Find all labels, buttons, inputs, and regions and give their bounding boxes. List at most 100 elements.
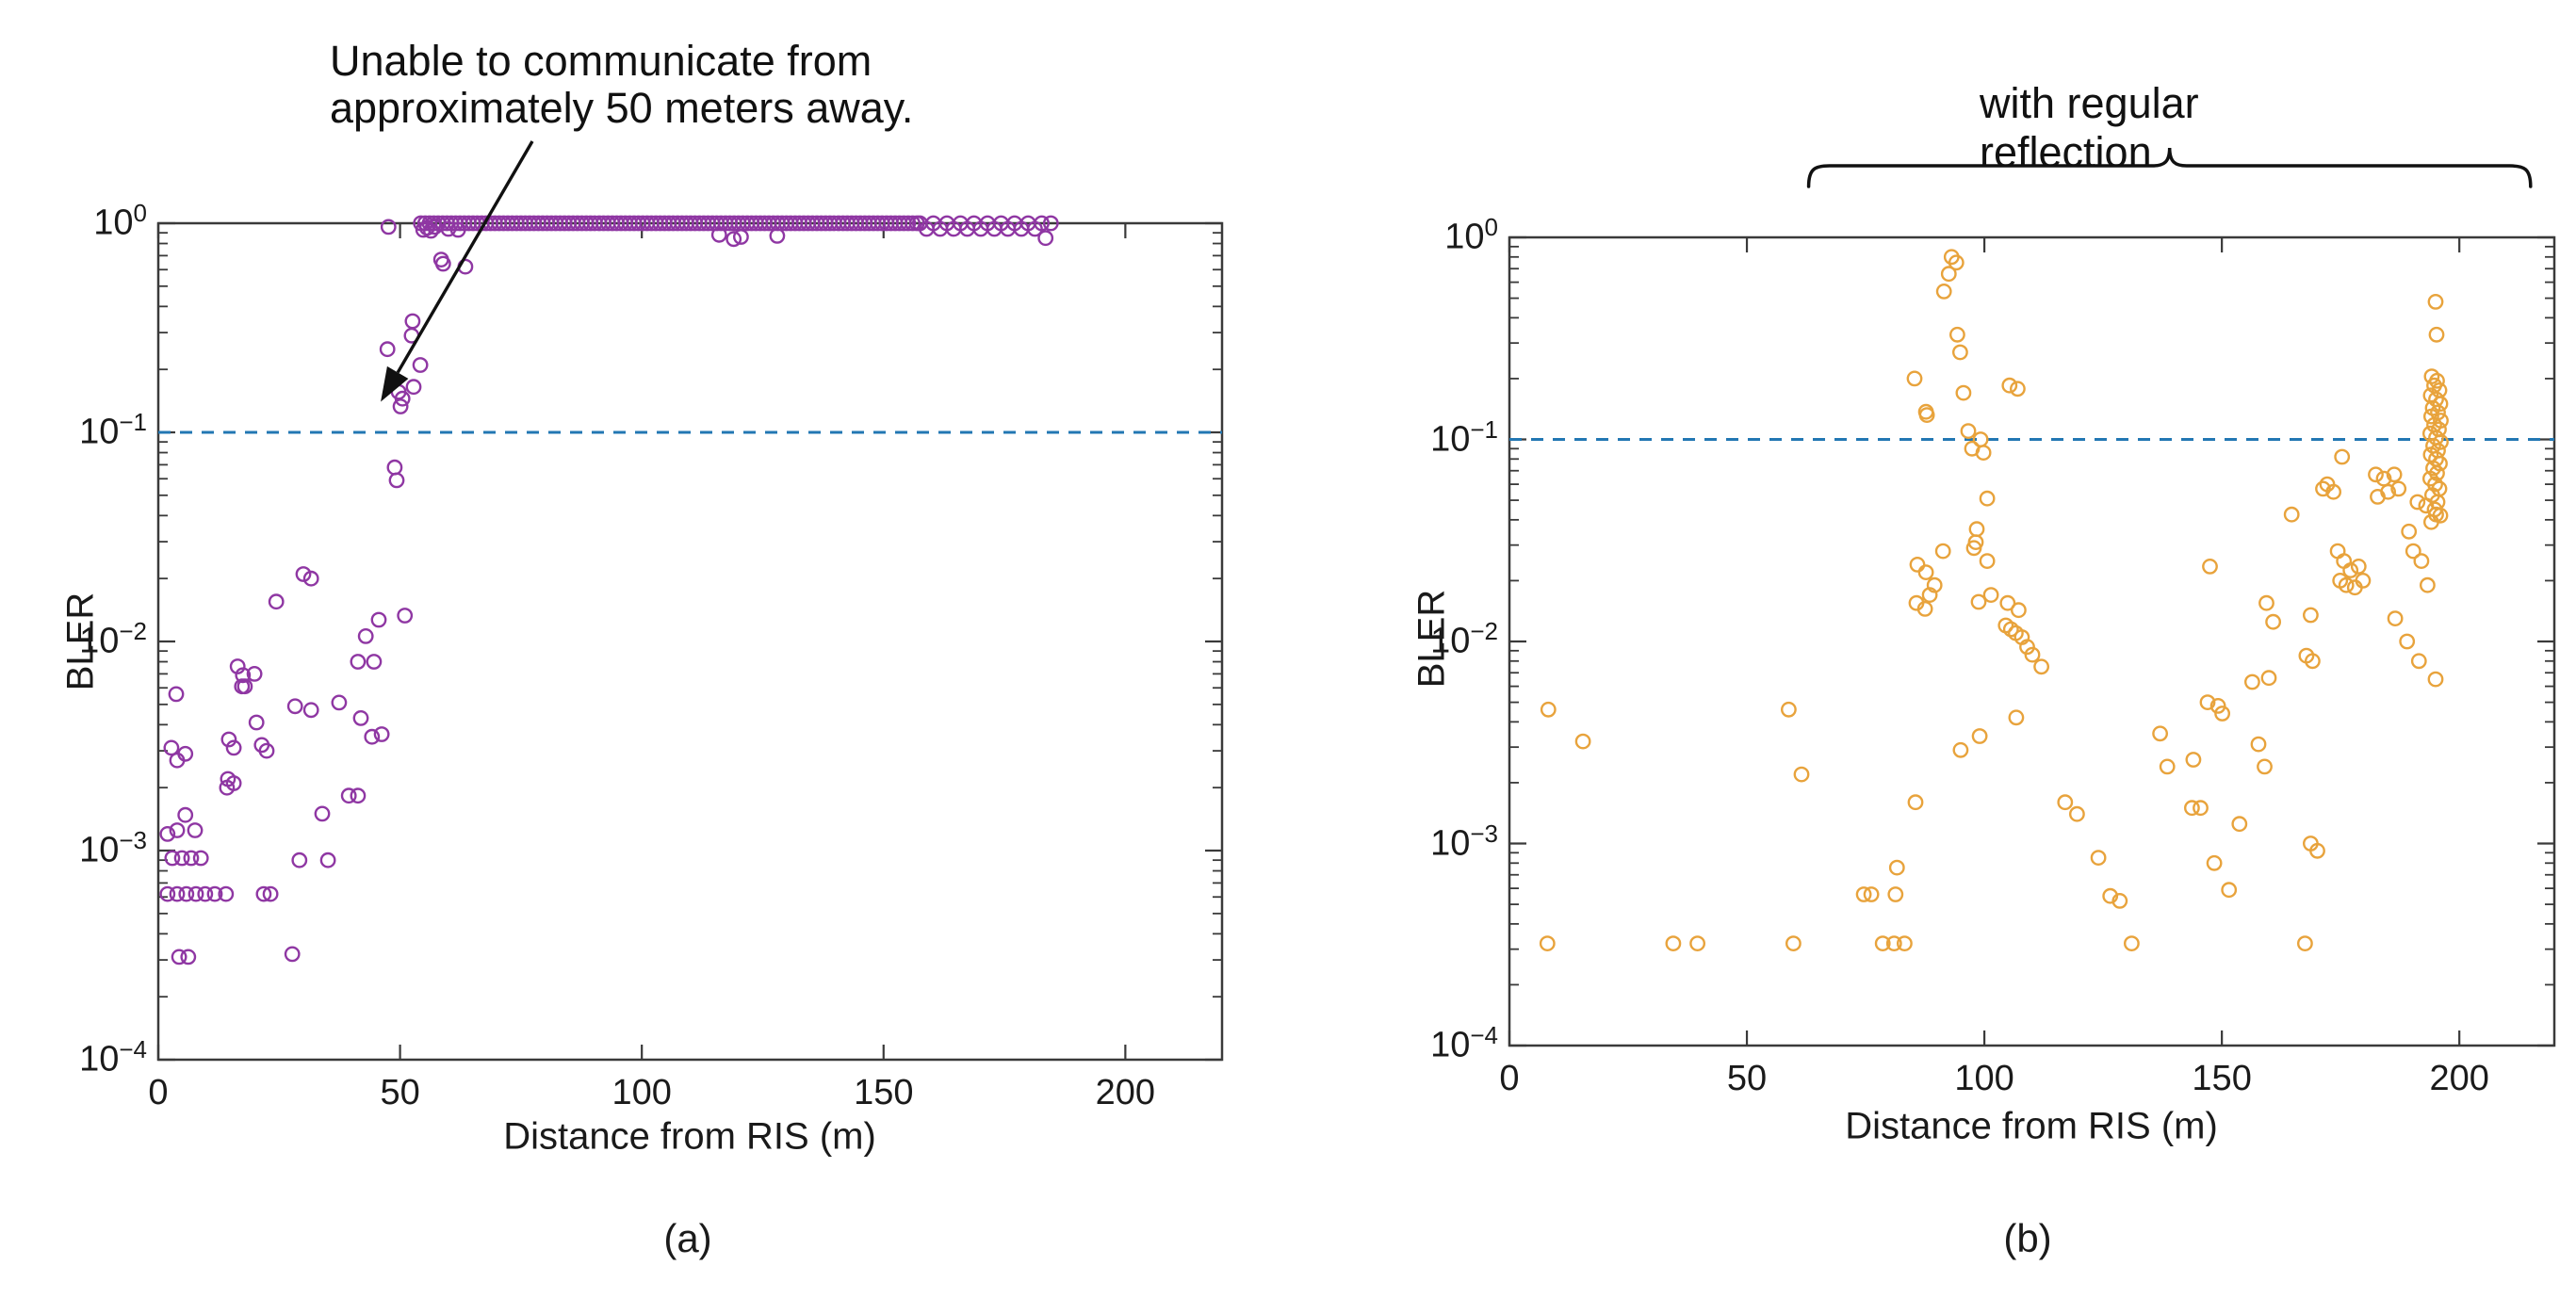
data-point (2199, 694, 2216, 710)
data-point (2257, 758, 2273, 775)
data-point (295, 566, 312, 582)
data-point (2206, 854, 2223, 871)
data-point (1665, 935, 1682, 951)
data-point (2368, 466, 2384, 483)
data-point (2009, 381, 2026, 398)
y-tick-label-a: 10−1 (79, 407, 147, 452)
data-point (1952, 741, 1969, 758)
annotation-line-2: approximately 50 meters away. (330, 83, 914, 132)
data-point (350, 654, 367, 670)
data-point (177, 806, 194, 823)
data-point (1037, 230, 1054, 247)
data-point (255, 885, 272, 902)
data-point (187, 885, 204, 902)
data-point (2001, 377, 2018, 394)
data-point (2283, 506, 2300, 523)
data-point (1948, 254, 1965, 271)
data-point (1968, 521, 1985, 538)
data-point (2422, 513, 2439, 530)
data-point (1887, 886, 1904, 902)
data-point (2427, 476, 2443, 493)
data-point (908, 215, 925, 232)
data-point (2338, 576, 2355, 593)
annotation-arrow-line (396, 140, 534, 374)
data-point (900, 215, 917, 232)
axes-box-a (156, 221, 1224, 1062)
data-point (2008, 709, 2025, 726)
x-tick-label-a: 150 (854, 1073, 914, 1112)
data-point (1906, 370, 1923, 387)
data-point (187, 822, 204, 838)
x-tick-label-a: 100 (611, 1073, 672, 1112)
x-tick-label-b: 0 (1499, 1059, 1520, 1098)
y-tick-label-b: 10−4 (1430, 1020, 1498, 1065)
data-point (2002, 621, 2019, 638)
data-point (2401, 523, 2418, 540)
data-point (1781, 701, 1797, 718)
data-point (169, 885, 186, 902)
x-tick-label-b: 50 (1726, 1059, 1768, 1098)
data-point (1979, 553, 1996, 569)
data-point (1975, 445, 1992, 461)
data-point (235, 667, 252, 684)
data-point (2152, 725, 2169, 742)
data-point (2433, 433, 2449, 450)
data-point (302, 702, 319, 719)
data-point (2185, 752, 2202, 768)
data-point (1540, 701, 1557, 718)
data-point (2102, 887, 2119, 904)
data-point (394, 390, 411, 407)
data-point (218, 885, 235, 902)
data-point (2399, 633, 2416, 650)
data-point (1999, 594, 2016, 611)
data-point (2214, 706, 2231, 722)
data-point (1935, 283, 1952, 300)
data-point (405, 379, 422, 396)
data-point (286, 698, 303, 715)
data-point (206, 885, 223, 902)
data-point (1027, 220, 1043, 237)
data-point (2302, 607, 2319, 624)
data-point (366, 654, 383, 670)
data-point (2068, 805, 2085, 822)
scatter-points-a (159, 215, 1059, 965)
data-point (2336, 553, 2353, 569)
data-point (2019, 639, 2035, 656)
data-point (2202, 559, 2218, 575)
data-point (173, 850, 190, 867)
data-point (2111, 893, 2128, 909)
data-point (1965, 540, 1982, 557)
data-point (171, 949, 187, 965)
data-point (2090, 850, 2107, 866)
data-point (1909, 557, 1926, 573)
data-point (373, 726, 390, 742)
data-point (2409, 494, 2426, 511)
data-point (284, 946, 301, 963)
data-point (219, 779, 236, 796)
data-point (2057, 794, 2074, 811)
y-tick-label-a: 100 (93, 198, 147, 243)
data-point (291, 852, 308, 868)
data-point (2315, 480, 2331, 497)
data-point (710, 226, 727, 243)
data-point (2123, 935, 2140, 951)
data-point (163, 739, 180, 756)
data-point (229, 658, 246, 674)
data-point (331, 694, 348, 711)
data-point (268, 593, 285, 610)
y-tick-label-b: 10−2 (1430, 616, 1498, 661)
data-point (169, 822, 186, 838)
data-point (2350, 559, 2367, 575)
data-point (2304, 653, 2321, 670)
data-point (357, 628, 374, 644)
data-point (370, 611, 387, 628)
y-tick-label-b: 100 (1444, 212, 1498, 257)
data-point (2231, 816, 2248, 833)
data-point (2325, 483, 2342, 500)
data-point (388, 472, 405, 489)
data-point (168, 686, 185, 703)
x-axis-title-b: Distance from RIS (m) (1845, 1105, 2218, 1147)
data-point (380, 219, 397, 235)
y-tick-label-b: 10−1 (1430, 414, 1498, 459)
